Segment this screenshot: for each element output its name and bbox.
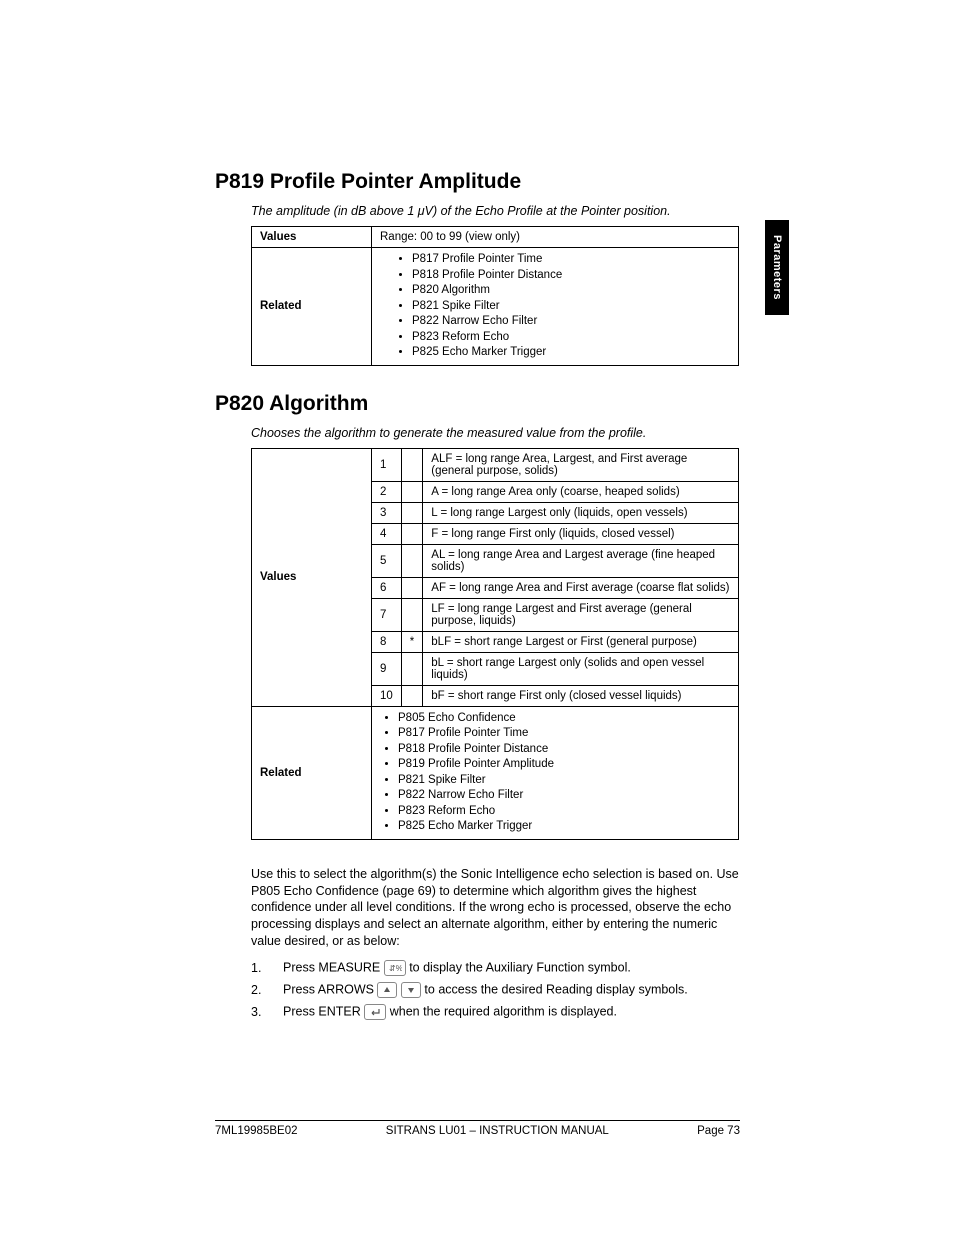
step-text: Press ENTER when the required algorithm …: [283, 1004, 617, 1020]
algo-desc: AL = long range Area and Largest average…: [423, 544, 739, 577]
step-item: 3. Press ENTER when the required algorith…: [251, 1004, 740, 1020]
step-number: 2.: [251, 983, 263, 997]
algo-desc: bL = short range Largest only (solids an…: [423, 652, 739, 685]
step-text: Press MEASURE ⇵% to display the Auxiliar…: [283, 960, 631, 976]
step-number: 3.: [251, 1005, 263, 1019]
algo-default-marker: [401, 598, 422, 631]
page-content: P819 Profile Pointer Amplitude The ampli…: [215, 170, 740, 1026]
algo-desc: LF = long range Largest and First averag…: [423, 598, 739, 631]
algo-number: 2: [372, 481, 402, 502]
p819-values-label: Values: [252, 227, 372, 248]
measure-key-icon: ⇵%: [384, 960, 406, 976]
step-item: 1. Press MEASURE ⇵% to display the Auxili…: [251, 960, 740, 976]
algo-desc: L = long range Largest only (liquids, op…: [423, 502, 739, 523]
arrow-down-key-icon: [401, 982, 421, 998]
algo-number: 4: [372, 523, 402, 544]
list-item: P823 Reform Echo: [398, 804, 730, 820]
p819-related-label: Related: [252, 248, 372, 366]
algo-number: 3: [372, 502, 402, 523]
algo-desc: A = long range Area only (coarse, heaped…: [423, 481, 739, 502]
subtitle-p819: The amplitude (in dB above 1 μV) of the …: [251, 204, 740, 218]
algo-default-marker: [401, 544, 422, 577]
algo-default-marker: [401, 502, 422, 523]
arrow-up-key-icon: [377, 982, 397, 998]
algo-default-marker: [401, 685, 422, 706]
algo-desc: bF = short range First only (closed vess…: [423, 685, 739, 706]
algo-number: 9: [372, 652, 402, 685]
table-row: Values1ALF = long range Area, Largest, a…: [252, 448, 739, 481]
list-item: P821 Spike Filter: [398, 773, 730, 789]
list-item: P805 Echo Confidence: [398, 711, 730, 727]
algo-default-marker: [401, 523, 422, 544]
heading-p819: P819 Profile Pointer Amplitude: [215, 170, 740, 194]
enter-key-icon: [364, 1004, 386, 1020]
list-item: P823 Reform Echo: [412, 330, 730, 346]
list-item: P822 Narrow Echo Filter: [398, 788, 730, 804]
step-text: Press ARROWS to access the desired Readi…: [283, 982, 688, 998]
step-number: 1.: [251, 961, 263, 975]
table-p819: Values Range: 00 to 99 (view only) Relat…: [251, 226, 739, 366]
algo-number: 10: [372, 685, 402, 706]
algo-desc: AF = long range Area and First average (…: [423, 577, 739, 598]
list-item: P819 Profile Pointer Amplitude: [398, 757, 730, 773]
algo-default-marker: [401, 577, 422, 598]
p819-related-list: P817 Profile Pointer TimeP818 Profile Po…: [380, 252, 730, 361]
footer-title: SITRANS LU01 – INSTRUCTION MANUAL: [386, 1125, 609, 1137]
algo-default-marker: [401, 652, 422, 685]
page-footer: 7ML19985BE02 SITRANS LU01 – INSTRUCTION …: [215, 1120, 740, 1137]
algo-number: 1: [372, 448, 402, 481]
p820-body: Use this to select the algorithm(s) the …: [251, 866, 740, 950]
list-item: P817 Profile Pointer Time: [398, 726, 730, 742]
algo-default-marker: [401, 448, 422, 481]
list-item: P822 Narrow Echo Filter: [412, 314, 730, 330]
footer-doc-id: 7ML19985BE02: [215, 1125, 297, 1137]
algo-number: 7: [372, 598, 402, 631]
list-item: P817 Profile Pointer Time: [412, 252, 730, 268]
heading-p820: P820 Algorithm: [215, 392, 740, 416]
list-item: P820 Algorithm: [412, 283, 730, 299]
side-tab-parameters: Parameters: [765, 220, 789, 315]
subtitle-p820: Chooses the algorithm to generate the me…: [251, 426, 740, 440]
algo-default-marker: [401, 481, 422, 502]
list-item: P818 Profile Pointer Distance: [412, 268, 730, 284]
list-item: P825 Echo Marker Trigger: [398, 819, 730, 835]
algo-number: 6: [372, 577, 402, 598]
p820-values-label: Values: [252, 448, 372, 706]
algo-number: 5: [372, 544, 402, 577]
footer-page: Page 73: [697, 1125, 740, 1137]
p820-related-label: Related: [252, 706, 372, 839]
p820-related-cell: P805 Echo ConfidenceP817 Profile Pointer…: [372, 706, 739, 839]
table-p820: Values1 ALF = long range Area, Largest, a…: [251, 448, 739, 840]
p820-related-list: P805 Echo ConfidenceP817 Profile Pointer…: [380, 711, 730, 835]
algo-desc: F = long range First only (liquids, clos…: [423, 523, 739, 544]
step-item: 2. Press ARROWS to access the desired Rea…: [251, 982, 740, 998]
list-item: P825 Echo Marker Trigger: [412, 345, 730, 361]
algo-desc: ALF = long range Area, Largest, and Firs…: [423, 448, 739, 481]
algo-desc: bLF = short range Largest or First (gene…: [423, 631, 739, 652]
steps-list: 1. Press MEASURE ⇵% to display the Auxili…: [251, 960, 740, 1020]
algo-default-marker: *: [401, 631, 422, 652]
list-item: P818 Profile Pointer Distance: [398, 742, 730, 758]
svg-text:⇵%: ⇵%: [389, 964, 402, 973]
algo-number: 8: [372, 631, 402, 652]
p819-related-cell: P817 Profile Pointer TimeP818 Profile Po…: [372, 248, 739, 366]
list-item: P821 Spike Filter: [412, 299, 730, 315]
p819-values-text: Range: 00 to 99 (view only): [372, 227, 739, 248]
